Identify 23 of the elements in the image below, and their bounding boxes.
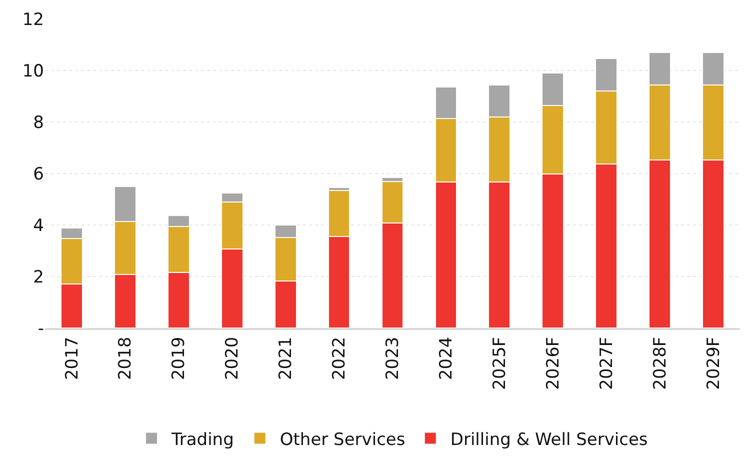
x-tick-label: 2029F bbox=[704, 336, 724, 390]
x-tick-label: 2024 bbox=[436, 336, 456, 380]
x-tick-label: 2018 bbox=[116, 336, 136, 380]
x-tick-label: 2028F bbox=[650, 336, 670, 390]
x-tick-label: 2026F bbox=[543, 336, 564, 390]
legend-label: Trading bbox=[170, 430, 234, 450]
x-tick-label: 2027F bbox=[596, 336, 617, 390]
y-tick-label: 4 bbox=[33, 216, 44, 236]
legend-label: Drilling & Well Services bbox=[450, 430, 648, 450]
y-tick-label: 8 bbox=[33, 112, 44, 133]
x-tick-label: 2025F bbox=[490, 336, 510, 390]
y-tick-label: 12 bbox=[22, 10, 44, 30]
x-tick-label: 2020 bbox=[222, 336, 243, 380]
x-tick-label: 2022 bbox=[330, 336, 350, 380]
y-tick-label: - bbox=[38, 318, 44, 339]
x-tick-label: 2019 bbox=[169, 336, 190, 380]
y-tick-label: 6 bbox=[33, 164, 44, 184]
y-tick-label: 2 bbox=[33, 267, 44, 288]
x-tick-label: 2023 bbox=[383, 336, 404, 380]
x-tick-label: 2021 bbox=[276, 336, 296, 380]
y-tick-label: 10 bbox=[22, 61, 44, 82]
x-tick-label: 2017 bbox=[62, 336, 82, 380]
legend-label: Other Services bbox=[280, 430, 406, 450]
